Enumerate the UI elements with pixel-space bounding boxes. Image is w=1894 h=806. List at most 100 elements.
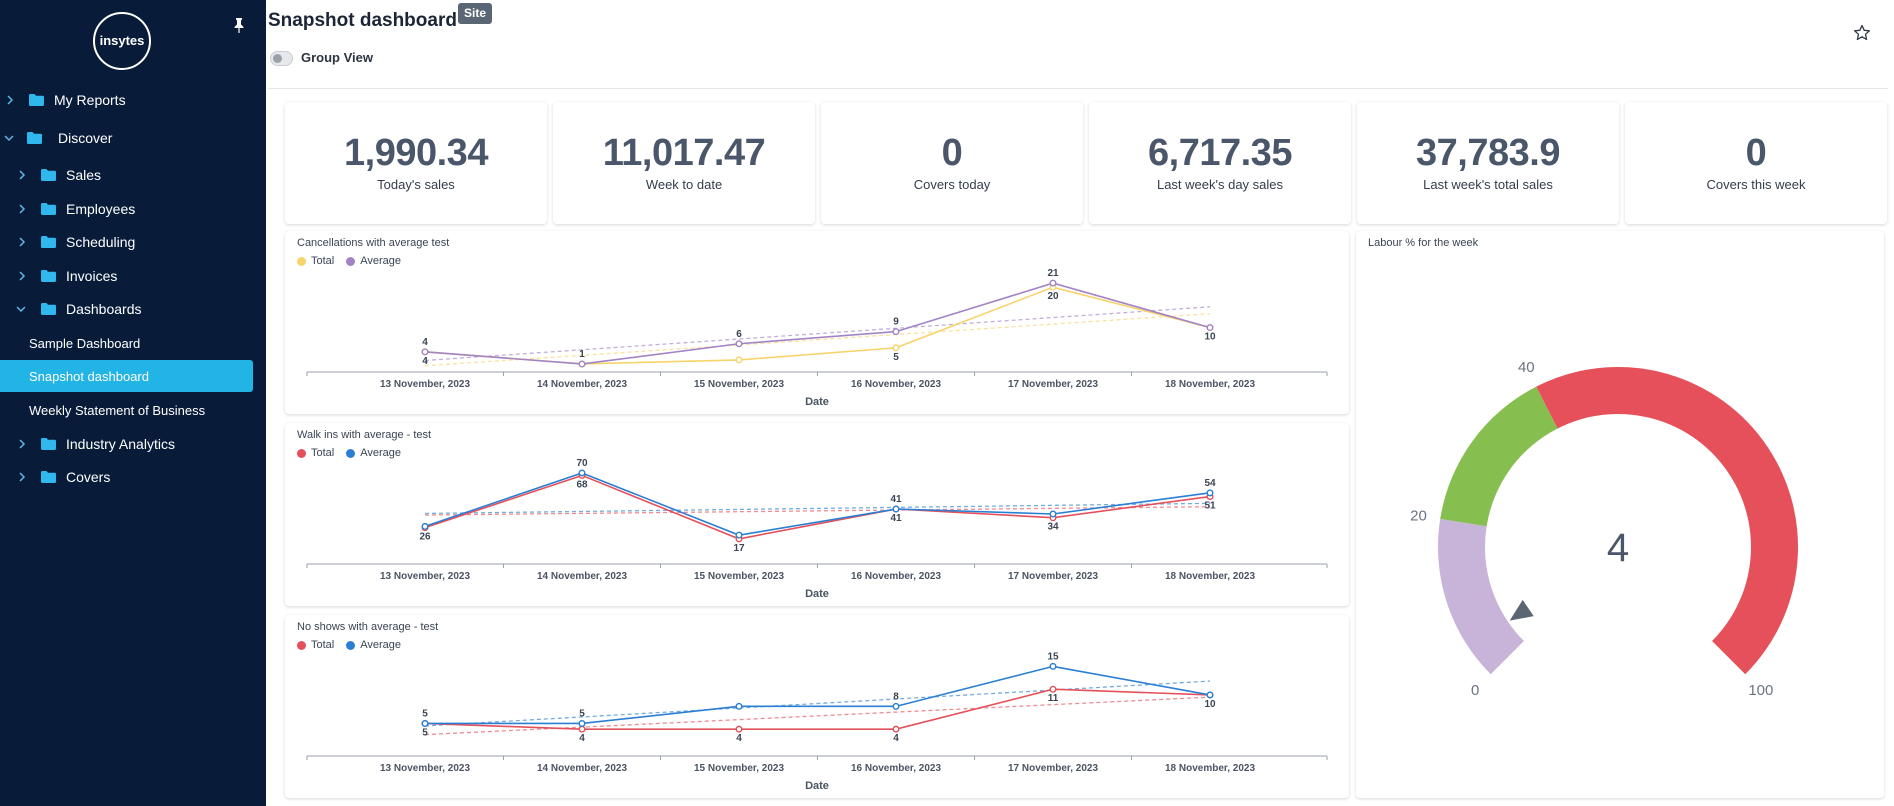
legend-dot <box>297 256 306 266</box>
trendline-average <box>424 306 1211 362</box>
x-tick-label: 17 November, 2023 <box>1008 571 1098 582</box>
legend-item-total[interactable]: Total <box>297 255 334 267</box>
sidebar-item-snapshot-dashboard[interactable]: Snapshot dashboard <box>0 360 253 392</box>
legend-item-average[interactable]: Average <box>346 639 401 651</box>
series-line-average <box>425 665 1211 725</box>
legend-label: Total <box>311 255 335 267</box>
gauge-card-labour: Labour % for the week 0 20 40 100 4 <box>1356 231 1884 798</box>
x-tick-label: 17 November, 2023 <box>1008 379 1098 390</box>
data-label: 21 <box>1047 268 1059 279</box>
x-axis-title: Date <box>805 588 829 600</box>
logo-text: insytes <box>100 33 145 48</box>
x-tick-label: 13 November, 2023 <box>380 763 470 774</box>
sidebar-item-label: Scheduling <box>66 234 136 250</box>
data-point <box>735 702 743 710</box>
chart-legend: Total Average <box>297 447 401 459</box>
data-label: 4 <box>422 356 428 367</box>
data-label: 68 <box>576 479 588 490</box>
series-line-average <box>424 282 1211 365</box>
legend-item-average[interactable]: Average <box>346 255 401 267</box>
x-tick-label: 16 November, 2023 <box>851 763 941 774</box>
trendline-total <box>424 506 1211 516</box>
data-label: 4 <box>422 337 428 348</box>
data-label: 41 <box>890 494 902 505</box>
sidebar-item-my-reports[interactable]: My Reports <box>0 84 266 116</box>
legend-item-total[interactable]: Total <box>297 639 334 651</box>
gauge-tick-label: 20 <box>1410 507 1427 524</box>
line-chart-walk-ins: 13 November, 2023 14 November, 2023 15 Nov… <box>306 458 1328 600</box>
sidebar-item-scheduling[interactable]: Scheduling <box>0 226 266 258</box>
group-view-label: Group View <box>301 50 373 65</box>
sidebar-item-label: Weekly Statement of Business <box>29 402 206 418</box>
chart-title: Cancellations with average test <box>297 237 450 249</box>
data-label: 10 <box>1204 332 1216 343</box>
chevron-right-icon <box>7 95 14 105</box>
sidebar: insytes My Reports Discover Sales Employ… <box>0 0 266 806</box>
folder-icon <box>27 132 42 144</box>
data-label: 54 <box>1204 478 1216 489</box>
pin-icon[interactable] <box>232 17 246 33</box>
legend-label: Total <box>311 447 335 459</box>
data-point <box>1206 324 1214 332</box>
header-divider <box>268 88 1888 89</box>
star-outline-icon[interactable] <box>1853 24 1871 42</box>
x-tick-label: 15 November, 2023 <box>694 379 784 390</box>
insytes-logo[interactable]: insytes <box>91 10 153 72</box>
sidebar-item-covers[interactable]: Covers <box>0 461 266 493</box>
data-label: 10 <box>1204 699 1216 710</box>
sidebar-item-label: Sales <box>66 167 102 183</box>
data-label: 51 <box>1204 501 1216 512</box>
data-label: 4 <box>893 733 899 744</box>
data-point <box>735 531 743 539</box>
data-point <box>578 469 586 477</box>
folder-icon <box>41 236 56 248</box>
sidebar-item-industry-analytics[interactable]: Industry Analytics <box>0 428 266 460</box>
legend-dot <box>346 256 356 266</box>
x-tick-label: 13 November, 2023 <box>380 571 470 582</box>
folder-icon <box>41 169 56 181</box>
data-label: 70 <box>576 458 588 469</box>
folder-icon <box>41 471 56 483</box>
sidebar-item-weekly-statement[interactable]: Weekly Statement of Business <box>0 394 266 426</box>
sidebar-item-discover[interactable]: Discover <box>0 122 266 154</box>
legend-item-average[interactable]: Average <box>346 447 401 459</box>
kpi-label: Week to date <box>645 177 723 192</box>
x-tick-label: 15 November, 2023 <box>694 763 784 774</box>
folder-icon <box>41 203 56 215</box>
chevron-down-icon <box>16 306 26 313</box>
legend-label: Average <box>360 447 402 459</box>
data-point <box>578 360 586 368</box>
page-title: Snapshot dashboard <box>268 10 457 31</box>
kpi-value: 0 <box>941 132 963 174</box>
x-tick-label: 16 November, 2023 <box>851 571 941 582</box>
chart-legend: Total Average <box>297 255 401 267</box>
sidebar-item-employees[interactable]: Employees <box>0 193 266 225</box>
gauge-title: Labour % for the week <box>1368 237 1479 249</box>
data-label: 17 <box>733 543 745 554</box>
kpi-card-covers-this-week: 0 Covers this week <box>1625 102 1887 224</box>
sidebar-item-invoices[interactable]: Invoices <box>0 260 266 292</box>
data-label: 11 <box>1048 693 1059 704</box>
group-view-toggle[interactable] <box>270 51 293 66</box>
data-point <box>892 328 900 336</box>
kpi-card-todays-sales: 1,990.34 Today's sales <box>285 102 547 224</box>
legend-label: Average <box>360 639 402 651</box>
x-axis-title: Date <box>805 780 829 792</box>
series-line-total <box>424 688 1211 730</box>
legend-label: Total <box>311 639 335 651</box>
sidebar-item-sample-dashboard[interactable]: Sample Dashboard <box>0 327 266 359</box>
trendline-total <box>424 696 1211 736</box>
x-tick-label: 18 November, 2023 <box>1165 763 1255 774</box>
gauge-tick-label: 0 <box>1471 682 1479 699</box>
sidebar-item-sales[interactable]: Sales <box>0 159 266 191</box>
sidebar-item-dashboards[interactable]: Dashboards <box>0 293 266 325</box>
legend-item-total[interactable]: Total <box>297 447 334 459</box>
legend-dot <box>346 640 356 650</box>
kpi-value: 37,783.9 <box>1416 132 1560 174</box>
x-tick-label: 13 November, 2023 <box>380 379 470 390</box>
kpi-card-last-weeks-total-sales: 37,783.9 Last week's total sales <box>1357 102 1619 224</box>
x-tick-label: 17 November, 2023 <box>1008 763 1098 774</box>
sidebar-item-label: Discover <box>58 130 113 146</box>
kpi-card-last-weeks-day-sales: 6,717.35 Last week's day sales <box>1089 102 1351 224</box>
